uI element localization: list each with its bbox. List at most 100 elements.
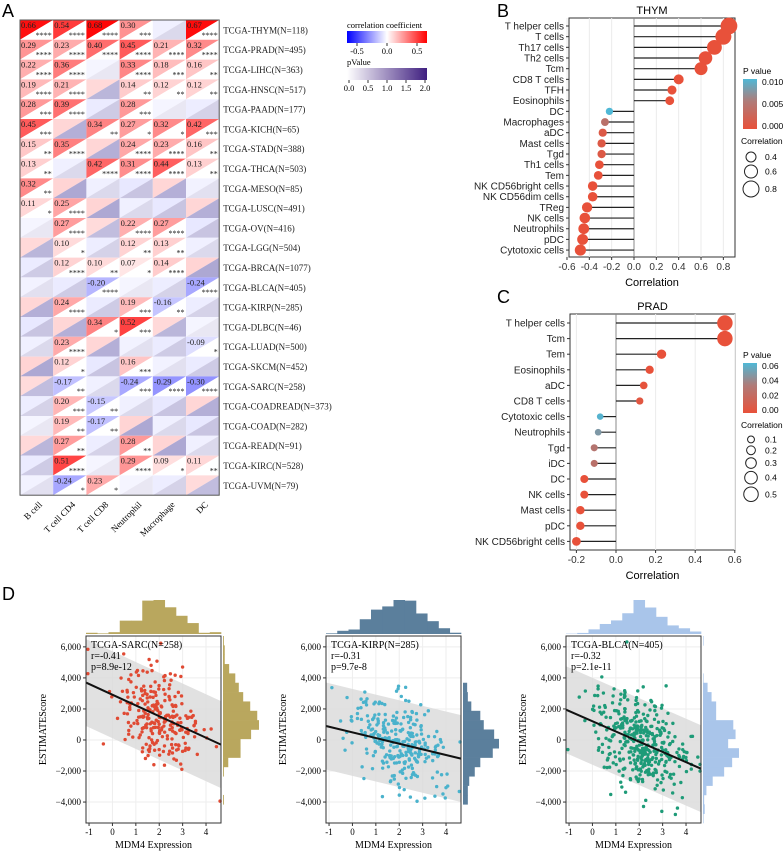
data-point: [154, 718, 158, 722]
p-legend-tick: 0.02: [762, 390, 779, 400]
heatmap-row: 0.15**0.35****0.24****0.23****0.16** TCGA…: [20, 138, 305, 159]
data-point: [623, 710, 627, 714]
data-point: [138, 733, 142, 737]
data-point: [162, 744, 167, 748]
data-point: [646, 738, 650, 742]
pvalue-triangle: [86, 257, 120, 278]
size-legend-label: 0.6: [765, 167, 777, 177]
data-point: [583, 689, 588, 693]
panel-label-d: D: [2, 584, 15, 604]
plot-frame: [565, 635, 702, 824]
heatmap-row: 0.20 ***-0.15 ** TCGA-COADREAD(N=373): [20, 396, 332, 416]
data-point: [433, 745, 438, 749]
data-point: [595, 693, 600, 698]
pvalue-triangle: [152, 356, 186, 377]
pvalue-triangle: [119, 218, 153, 238]
histogram-bar-top: [176, 615, 188, 634]
correlation-triangle: [119, 198, 153, 218]
correlation-triangle: [152, 39, 186, 60]
pvalue-triangle: [186, 39, 220, 60]
pvalue-triangle: [86, 39, 120, 60]
size-legend-label: 0.4: [765, 473, 777, 483]
lollipop-dot: [572, 537, 581, 546]
data-point: [169, 678, 173, 682]
histogram-bar-right: [703, 682, 708, 693]
data-point: [656, 720, 661, 724]
data-point: [643, 770, 648, 774]
data-point: [373, 750, 377, 754]
data-point: [666, 735, 670, 739]
x-tick-label: 0: [110, 827, 115, 837]
data-point: [681, 754, 686, 759]
data-point: [147, 657, 151, 662]
size-legend-circle: [744, 164, 758, 179]
data-point: [389, 743, 393, 747]
data-point: [142, 684, 146, 688]
lollipop-item: NK CD56bright cells: [474, 181, 634, 193]
data-point: [168, 723, 173, 727]
correlation-value: 0.32: [21, 178, 36, 188]
pvalue-triangle: [20, 218, 54, 238]
x-tick-label: 3: [420, 827, 425, 837]
data-point: [180, 749, 185, 754]
data-point: [667, 731, 671, 735]
correlation-triangle: [53, 336, 87, 357]
p-legend-title: P value: [743, 350, 771, 360]
category-label: NK CD56dim cells: [483, 192, 564, 203]
pvalue-triangle: [53, 416, 87, 436]
histogram-bar-top: [622, 613, 634, 634]
data-point: [673, 735, 677, 739]
data-point: [655, 783, 659, 788]
data-point: [421, 737, 426, 742]
row-label: TCGA-DLBC(N=46): [223, 322, 301, 332]
correlation-value: 0.39: [54, 99, 69, 109]
significance-stars: **: [110, 268, 118, 277]
histogram-bar-right: [703, 757, 733, 768]
correlation-triangle: [20, 178, 54, 199]
data-point: [373, 713, 377, 717]
significance-stars: ****: [202, 288, 218, 297]
data-point: [146, 700, 150, 704]
correlation-triangle: [86, 277, 120, 298]
data-point: [604, 715, 608, 719]
heatmap-row: 0.10*0.12**0.13** TCGA-LGG(N=504): [20, 237, 300, 258]
pvalue-triangle: [119, 198, 153, 218]
category-label: Mast cells: [521, 506, 565, 517]
data-point: [202, 727, 206, 732]
histogram-bar-right: [223, 748, 241, 758]
correlation-triangle: [53, 376, 87, 397]
data-point: [386, 765, 391, 769]
correlation-triangle: [186, 39, 220, 60]
correlation-value: 0.12: [121, 238, 136, 248]
data-point: [423, 743, 427, 747]
correlation-triangle: [186, 435, 220, 456]
data-point: [410, 766, 415, 771]
correlation-triangle: [186, 277, 220, 298]
data-point: [633, 702, 638, 707]
histogram-bar-top: [416, 613, 428, 634]
correlation-value: 0.66: [21, 20, 36, 30]
histogram-bar-right: [463, 794, 468, 805]
histogram-bar-top: [393, 600, 406, 634]
data-point: [596, 687, 600, 691]
data-point: [426, 709, 431, 713]
significance-stars: ****: [169, 387, 185, 396]
category-label: TFH: [545, 86, 564, 97]
data-point: [86, 671, 90, 676]
correlation-value: 0.13: [154, 238, 169, 248]
lollipop-item: Tcm: [546, 62, 708, 76]
correlation-triangle: [119, 455, 153, 476]
significance-stars: **: [44, 189, 52, 198]
data-point: [120, 689, 125, 693]
lollipop-item: TReg: [540, 202, 634, 214]
data-point: [162, 724, 166, 728]
pvalue-triangle: [53, 396, 87, 416]
data-point: [167, 683, 172, 687]
data-point: [168, 727, 172, 732]
correlation-value: -0.24: [187, 277, 205, 287]
correlation-value: 0.12: [54, 258, 69, 268]
data-point: [652, 742, 657, 746]
data-point: [392, 761, 397, 765]
significance-stars: ****: [36, 70, 52, 79]
significance-stars: ****: [69, 348, 85, 357]
